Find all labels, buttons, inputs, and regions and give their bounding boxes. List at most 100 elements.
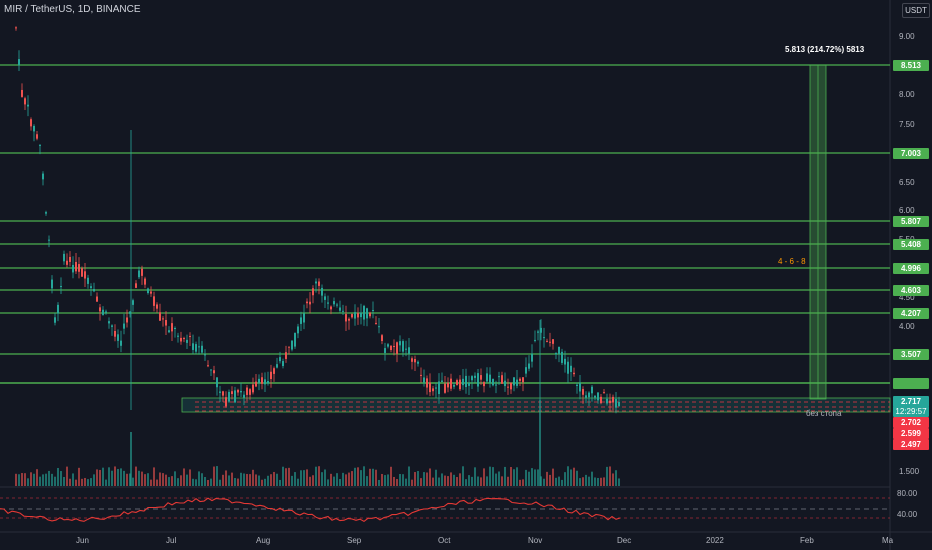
- time-tick: Aug: [256, 536, 271, 545]
- candle-body: [369, 312, 371, 317]
- price-tick: 1.500: [899, 467, 920, 476]
- volume-bar: [219, 479, 221, 486]
- volume-bar: [231, 472, 233, 486]
- volume-bar: [264, 478, 266, 486]
- volume-bar: [198, 471, 200, 486]
- candle-body: [291, 340, 293, 350]
- time-tick: 2022: [706, 536, 724, 545]
- volume-bar: [87, 479, 89, 486]
- candle-body: [183, 338, 185, 340]
- volume-bar: [345, 474, 347, 486]
- volume-bar: [189, 469, 191, 486]
- volume-bar: [285, 468, 287, 486]
- volume-bar: [507, 476, 509, 486]
- volume-bar: [615, 470, 617, 486]
- volume-bar: [552, 468, 554, 486]
- volume-bar: [150, 479, 152, 486]
- volume-bar: [558, 476, 560, 486]
- volume-bar: [99, 469, 101, 486]
- price-tick: 4.50: [899, 293, 915, 302]
- volume-bar: [456, 477, 458, 486]
- candle-body: [561, 351, 563, 363]
- candle-body: [540, 327, 542, 333]
- candle-body: [237, 389, 239, 393]
- candle-body: [186, 339, 188, 343]
- volume-bar: [303, 470, 305, 486]
- candle-body: [51, 279, 53, 289]
- volume-bar: [609, 466, 611, 486]
- volume-bar: [570, 469, 572, 486]
- volume-bar: [105, 479, 107, 486]
- candle-body: [438, 381, 440, 395]
- candle-body: [396, 342, 398, 354]
- target-annotation[interactable]: 5.813 (214.72%) 5813: [785, 45, 865, 54]
- volume-bar: [267, 475, 269, 486]
- time-tick: Ma: [882, 536, 894, 545]
- candle-body: [588, 392, 590, 398]
- price-tick: 4.00: [899, 322, 915, 331]
- candle-body: [93, 289, 95, 292]
- level-label: 5.807: [893, 216, 929, 227]
- candle-body: [84, 271, 86, 279]
- volume-bar: [297, 478, 299, 486]
- candle-body: [516, 379, 518, 386]
- volume-bar: [234, 477, 236, 486]
- candle-body: [351, 314, 353, 318]
- candle-body: [276, 364, 278, 368]
- rsi-line: [0, 497, 621, 523]
- volume-bar: [249, 474, 251, 486]
- rsi-tick: 40.00: [897, 510, 918, 519]
- candle-body: [285, 352, 287, 359]
- volume-bar: [543, 478, 545, 486]
- volume-bar: [435, 469, 437, 486]
- candle-body: [465, 375, 467, 388]
- candle-body: [69, 256, 71, 262]
- candle-body: [45, 212, 47, 214]
- level-label: 4.996: [893, 263, 929, 274]
- candle-body: [75, 261, 77, 272]
- volume-bar: [84, 477, 86, 486]
- candle-body: [15, 27, 17, 29]
- candle-body: [180, 337, 182, 342]
- candle-body: [399, 341, 401, 346]
- currency-badge[interactable]: USDT: [902, 3, 930, 18]
- volume-bar: [111, 470, 113, 486]
- candle-body: [537, 331, 539, 333]
- candle-body: [576, 384, 578, 386]
- volume-bar: [498, 471, 500, 486]
- candle-body: [450, 378, 452, 389]
- candle-body: [543, 337, 545, 339]
- candle-body: [573, 372, 575, 375]
- volume-bar: [423, 472, 425, 486]
- volume-bar: [213, 466, 215, 486]
- price-tick: 8.00: [899, 90, 915, 99]
- candle-body: [261, 377, 263, 384]
- candle-body: [522, 377, 524, 383]
- volume-bar: [474, 467, 476, 486]
- pattern-annotation[interactable]: 4 - 6 - 8: [778, 257, 806, 266]
- candle-body: [303, 313, 305, 323]
- volume-bar: [252, 469, 254, 486]
- volume-bar: [144, 474, 146, 486]
- volume-bar: [471, 476, 473, 486]
- candle-body: [417, 361, 419, 364]
- volume-bar: [306, 469, 308, 486]
- candle-body: [453, 384, 455, 387]
- price-tick: 9.00: [899, 32, 915, 41]
- volume-bar: [228, 475, 230, 486]
- stop-annotation[interactable]: без стопа: [806, 409, 842, 418]
- volume-bar: [390, 466, 392, 486]
- symbol-title[interactable]: MIR / TetherUS, 1D, BINANCE: [4, 4, 141, 15]
- volume-bar: [240, 472, 242, 486]
- candle-body: [228, 391, 230, 402]
- candle-body: [258, 378, 260, 383]
- candle-body: [111, 325, 113, 327]
- volume-bar: [342, 472, 344, 486]
- price-tick: 6.50: [899, 178, 915, 187]
- candle-body: [240, 390, 242, 393]
- candle-body: [441, 380, 443, 382]
- level-label: 5.408: [893, 239, 929, 250]
